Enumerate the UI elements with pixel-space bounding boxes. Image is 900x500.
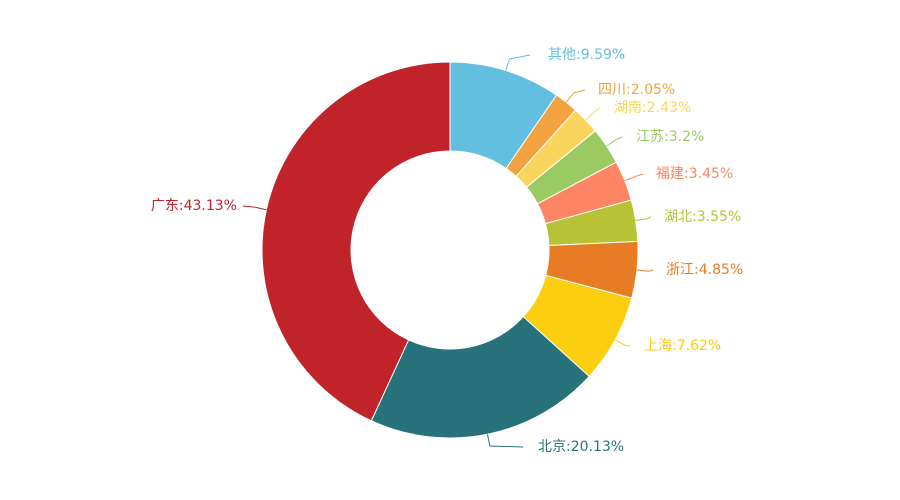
leader-line-其他 [505,54,531,71]
leaders-layer [242,54,654,448]
leader-line-福建 [624,173,644,182]
leader-line-广东 [242,205,267,211]
leader-line-上海 [614,339,631,347]
slices-layer [261,61,639,439]
leader-line-湖北 [635,216,652,222]
slice-label-湖北: 湖北:3.55% [664,209,741,225]
slice-北京[interactable] [370,316,590,439]
labels-layer: 其他:9.59% 四川:2.05% 湖南:2.43% 江苏:3.2% 福建:3.45% 湖… [151,47,743,455]
slice-label-湖南: 湖南:2.43% [614,100,691,116]
slice-label-江苏: 江苏:3.2% [636,129,704,145]
slice-label-北京: 北京:20.13% [538,439,624,455]
leader-line-湖南 [585,107,601,121]
leader-line-浙江 [636,269,654,272]
slice-label-福建: 福建:3.45% [656,166,733,182]
slice-label-上海: 上海:7.62% [644,338,721,354]
slice-label-四川: 四川:2.05% [598,82,675,98]
slice-label-其他: 其他:9.59% [548,47,625,63]
slice-label-浙江: 浙江:4.85% [666,262,743,278]
slice-广东[interactable] [261,61,451,422]
leader-line-四川 [565,89,586,103]
leader-line-北京 [486,434,524,448]
slice-label-广东: 广东:43.13% [151,198,237,214]
leader-line-江苏 [606,136,623,147]
